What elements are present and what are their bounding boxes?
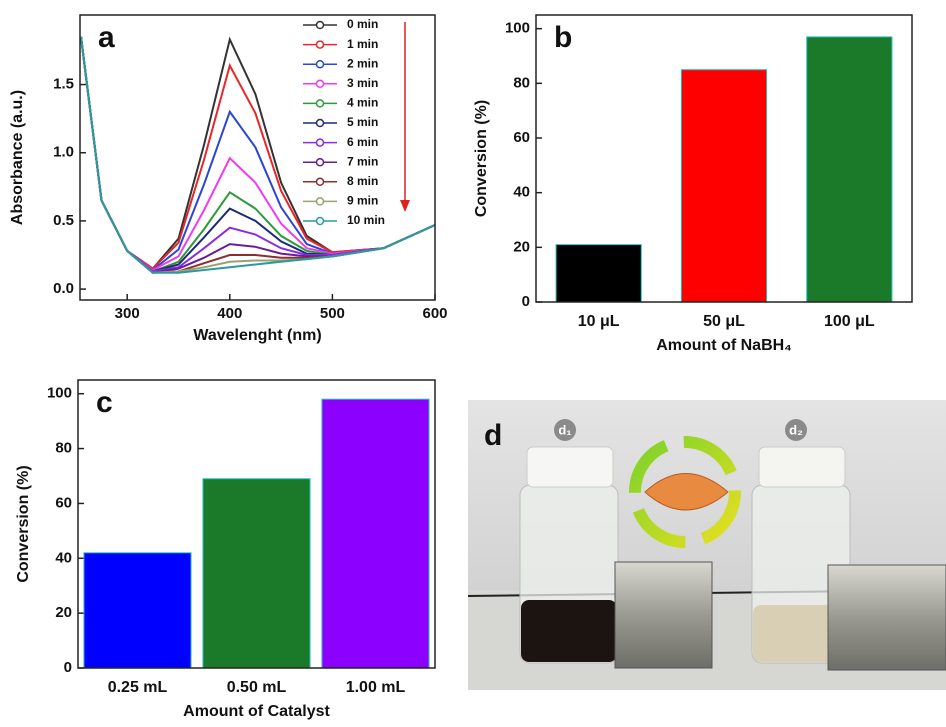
legend-marker [315, 138, 325, 147]
bar [202, 478, 311, 669]
legend-label: 9 min [347, 194, 378, 208]
x-tick-label: 1.00 mL [346, 679, 406, 696]
legend-marker [315, 99, 325, 108]
bar [321, 398, 430, 669]
legend-marker [315, 177, 325, 187]
panel-label: c [96, 386, 113, 419]
bar [83, 552, 192, 669]
legend-label: 10 min [347, 213, 385, 227]
x-tick-label: 300 [115, 305, 140, 322]
y-tick-label: 0 [64, 659, 72, 676]
y-tick-label: 20 [513, 238, 530, 255]
y-tick-label: 60 [55, 494, 72, 511]
legend-label: 0 min [347, 17, 378, 31]
y-tick-label: 0.5 [53, 212, 74, 229]
y-tick-label: 0.0 [53, 280, 74, 297]
vial-2-label: d₂ [789, 422, 803, 437]
y-tick-label: 20 [55, 604, 72, 621]
x-tick-label: 100 μL [824, 313, 875, 330]
x-tick-label: 10 μL [578, 313, 620, 330]
legend-marker [315, 216, 325, 226]
axes-frame [79, 14, 436, 301]
legend-marker [315, 20, 325, 30]
spectrum-line [80, 36, 436, 274]
y-axis-label: Absorbance (a.u.) [9, 90, 26, 225]
recycle-arrows [629, 436, 741, 548]
legend-label: 3 min [347, 76, 378, 90]
legend-label: 1 min [347, 37, 378, 51]
bar [806, 36, 893, 303]
legend-marker [315, 197, 325, 206]
bar [555, 244, 642, 303]
vial-2-liquid [753, 605, 849, 662]
legend-marker [315, 157, 325, 167]
legend-marker [315, 118, 325, 128]
legend-label: 6 min [347, 135, 378, 149]
y-tick-label: 1.5 [53, 76, 74, 93]
legend-label: 2 min [347, 56, 378, 70]
y-tick-label: 1.0 [53, 144, 74, 161]
x-tick-label: 50 μL [703, 313, 745, 330]
magnet-2 [827, 564, 946, 671]
vial-1-cap [526, 446, 614, 488]
vial-2-cap [758, 446, 846, 488]
x-axis-label: Amount of Catalyst [183, 703, 330, 720]
legend-marker [315, 40, 325, 49]
y-axis-label: Conversion (%) [15, 465, 32, 582]
photo-panel: d₁ d₂ d [467, 400, 946, 690]
x-tick-label: 500 [320, 305, 345, 322]
y-tick-label: 100 [505, 20, 530, 37]
y-axis-label: Conversion (%) [473, 100, 490, 217]
axes-frame [535, 14, 913, 303]
x-tick-label: 400 [217, 305, 242, 322]
trend-arrowhead [400, 200, 410, 212]
y-tick-label: 100 [47, 385, 72, 402]
y-tick-label: 80 [55, 440, 72, 457]
y-tick-label: 0 [522, 293, 530, 310]
vial-1-label: d₁ [558, 422, 571, 437]
panel-label: a [98, 21, 115, 54]
panel-label: d [484, 419, 502, 452]
y-tick-label: 80 [513, 74, 530, 91]
x-tick-label: 0.50 mL [227, 679, 287, 696]
panel-label: b [554, 21, 572, 54]
y-tick-label: 40 [55, 549, 72, 566]
vial-1-liquid [521, 600, 617, 662]
x-tick-label: 0.25 mL [108, 679, 168, 696]
axes-frame [77, 379, 436, 669]
catalyst-icon [644, 473, 729, 511]
y-tick-label: 40 [513, 184, 530, 201]
bar [680, 69, 768, 303]
x-axis-label: Wavelenght (nm) [193, 327, 321, 344]
legend-label: 5 min [347, 115, 378, 129]
y-tick-label: 60 [513, 129, 530, 146]
legend-label: 7 min [347, 154, 378, 168]
legend-label: 4 min [347, 96, 378, 110]
legend-marker [315, 79, 325, 89]
magnet-1 [614, 561, 713, 669]
vial-1-badge [554, 419, 576, 441]
x-axis-label: Amount of NaBH₄ [656, 337, 792, 354]
legend-label: 8 min [347, 174, 378, 188]
x-tick-label: 600 [422, 305, 447, 322]
vial-2-badge [785, 419, 807, 441]
legend-marker [315, 59, 325, 69]
